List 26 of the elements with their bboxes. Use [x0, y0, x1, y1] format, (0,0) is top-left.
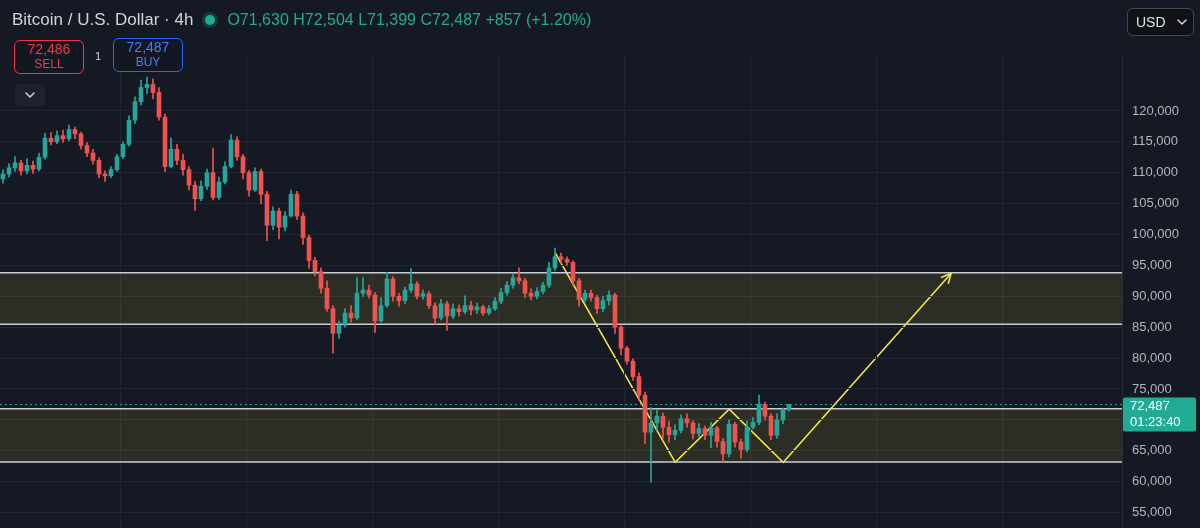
- y-tick-label: 110,000: [1132, 164, 1179, 180]
- annotation: BUY: [135, 55, 161, 70]
- y-tick-label: 115,000: [1132, 133, 1179, 149]
- buy-button: 72,487 BUY: [113, 38, 183, 72]
- annotation: SELL: [34, 57, 64, 72]
- text: 01:23:40: [1130, 414, 1181, 430]
- y-tick-label: 95,000: [1132, 257, 1172, 273]
- y-tick-label: 105,000: [1132, 195, 1179, 211]
- chart-title: Bitcoin / U.S. Dollar · 4h: [12, 10, 194, 30]
- y-tick-label: 60,000: [1132, 473, 1172, 489]
- y-tick-label: 65,000: [1132, 442, 1172, 458]
- y-tick-label: 100,000: [1132, 226, 1179, 242]
- y-tick-label: 80,000: [1132, 349, 1172, 365]
- y-tick-label: 90,000: [1132, 287, 1172, 303]
- candlestick: [144, 76, 150, 95]
- candlestick: [360, 277, 366, 297]
- y-tick-label: 120,000: [1132, 102, 1179, 118]
- y-tick-label: 85,000: [1132, 318, 1172, 334]
- annotation: 72,486: [27, 41, 71, 57]
- chart-subtitle: O71,630 H72,504 L71,399 C72,487 +857 (+1.20%): [227, 11, 592, 29]
- annotation: 1: [95, 50, 102, 62]
- sell-button: 72,486 SELL: [14, 40, 84, 74]
- y-tick-label: 55,000: [1132, 504, 1172, 520]
- currency-button: USD: [1127, 8, 1194, 36]
- y-tick-label: 75,000: [1132, 380, 1172, 396]
- ref-line-label: 72,487: [1130, 398, 1170, 414]
